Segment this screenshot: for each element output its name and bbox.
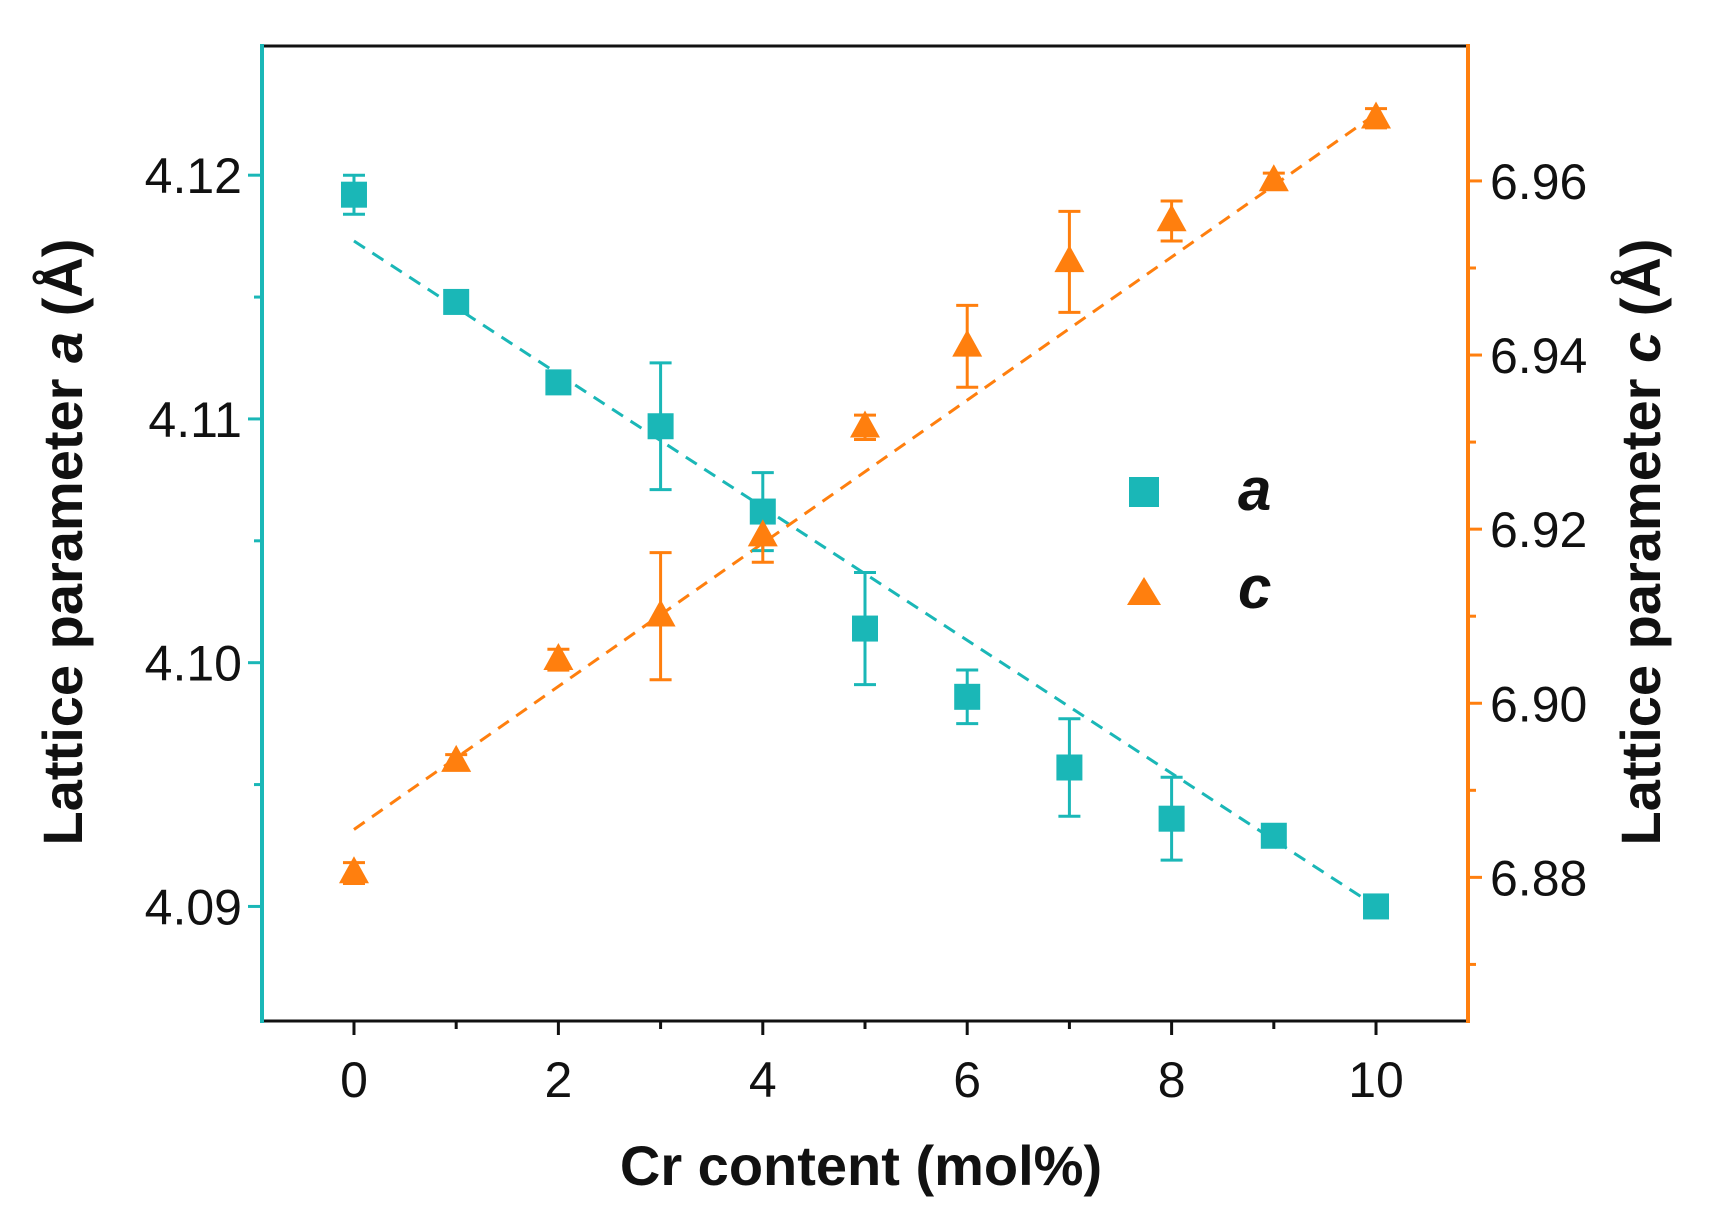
x-tick-label: 10: [1348, 1052, 1404, 1108]
x-axis-title: Cr content (mol%): [620, 1134, 1102, 1197]
fit-lines: [353, 112, 1377, 908]
left-y-axis-title-var: a: [31, 332, 94, 363]
x-tick-label: 8: [1158, 1052, 1186, 1108]
left-y-tick-label: 4.12: [145, 148, 242, 204]
data-point-a: [954, 683, 981, 710]
data-point-a: [852, 615, 878, 642]
data-point-a: [1158, 805, 1185, 832]
data-point-c: [952, 329, 983, 357]
data-point-a: [545, 369, 572, 396]
legend-label-c: c: [1238, 554, 1271, 621]
right-y-tick-label: 6.92: [1490, 502, 1587, 558]
right-y-tick-label: 6.94: [1490, 328, 1587, 384]
data-point-c: [1156, 204, 1187, 232]
right-y-axis-title-prefix: Lattice parameter: [1609, 363, 1672, 845]
legend-label-a: a: [1238, 456, 1271, 523]
x-tick-label: 2: [544, 1052, 572, 1108]
left-y-tick-label: 4.11: [148, 392, 242, 448]
axis-ticks: 0 2 4 6 8 10 4.09 4.10 4.11 4.12 6.88 6.90 6.92 6.94 6…: [145, 148, 1588, 1108]
data-point-a: [1260, 822, 1287, 849]
x-tick-label: 6: [953, 1052, 981, 1108]
data-point-a: [647, 413, 674, 440]
right-y-axis-title-suffix: (Å): [1609, 239, 1672, 332]
x-tick-label: 0: [340, 1052, 368, 1108]
data-point-c: [850, 410, 880, 438]
data-point-c: [1361, 101, 1392, 129]
left-y-tick-label: 4.10: [145, 636, 242, 692]
data-point-c: [1054, 245, 1085, 273]
left-y-axis-title-prefix: Lattice parameter: [31, 363, 94, 845]
right-y-axis-title: Lattice parameter c (Å): [1609, 239, 1672, 846]
data-point-a: [1363, 893, 1390, 920]
legend-marker-c: [1127, 577, 1161, 605]
data-point-c: [747, 519, 778, 547]
data-point-a: [340, 181, 367, 208]
fit-line-a: [353, 239, 1377, 908]
right-y-tick-label: 6.90: [1490, 676, 1587, 732]
left-y-axis-title-suffix: (Å): [31, 239, 94, 332]
right-y-axis-title-var: c: [1609, 332, 1672, 363]
legend: a c: [1127, 456, 1271, 621]
left-y-tick-label: 4.09: [145, 879, 242, 935]
data-point-c: [645, 599, 676, 627]
data-points: [338, 101, 1392, 920]
left-y-axis-title: Lattice parameter a (Å): [31, 239, 94, 846]
x-tick-label: 4: [749, 1052, 777, 1108]
legend-marker-a: [1129, 477, 1159, 507]
data-point-c: [543, 642, 574, 670]
data-point-c: [441, 744, 472, 772]
fit-line-c: [353, 112, 1377, 831]
data-point-c: [338, 856, 369, 884]
data-point-a: [1056, 754, 1083, 781]
right-y-tick-label: 6.96: [1490, 154, 1587, 210]
right-y-tick-label: 6.88: [1490, 850, 1587, 906]
data-point-a: [443, 288, 470, 315]
data-point-c: [1258, 164, 1289, 192]
